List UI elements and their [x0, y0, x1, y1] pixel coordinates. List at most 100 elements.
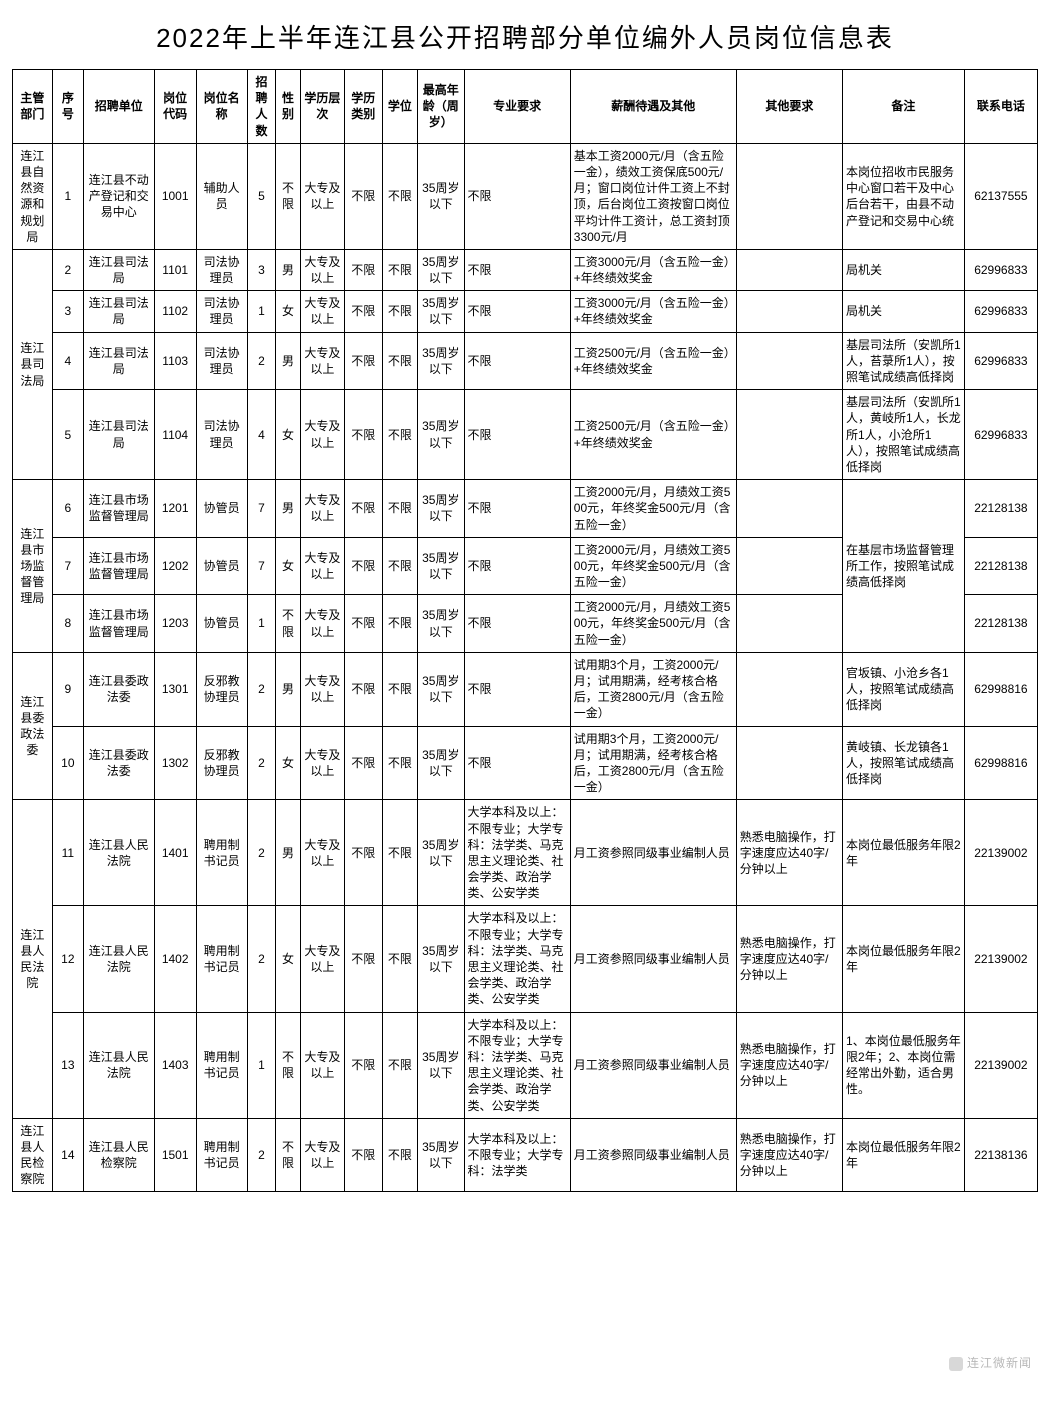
cell-salary: 基本工资2000元/月（含五险一金），绩效工资保底500元/月；窗口岗位计件工资… — [570, 143, 736, 249]
cell-unit: 连江县人民法院 — [83, 800, 154, 906]
cell-post: 司法协理员 — [196, 332, 247, 390]
table-row: 连江县市场监督管理局6连江县市场监督管理局1201协管员7男大专及以上不限不限3… — [13, 480, 1038, 538]
cell-edu: 大专及以上 — [300, 480, 344, 538]
cell-code: 1401 — [154, 800, 196, 906]
cell-remark: 本岗位最低服务年限2年 — [843, 1118, 965, 1192]
cell-gender: 男 — [276, 652, 300, 726]
cell-other: 熟悉电脑操作，打字速度应达40字/分钟以上 — [736, 1118, 842, 1192]
posts-table: 主管部门序号招聘单位岗位代码岗位名称招聘人数性别学历层次学历类别学位最高年龄（周… — [12, 69, 1038, 1192]
col-header: 序号 — [52, 70, 83, 144]
cell-count: 4 — [247, 390, 276, 480]
cell-unit: 连江县市场监督管理局 — [83, 595, 154, 653]
cell-post: 司法协理员 — [196, 249, 247, 290]
cell-major: 不限 — [464, 480, 570, 538]
cell-unit: 连江县委政法委 — [83, 652, 154, 726]
cell-remark: 局机关 — [843, 291, 965, 332]
cell-post: 聘用制书记员 — [196, 906, 247, 1012]
cell-degree: 不限 — [382, 143, 417, 249]
cell-degree: 不限 — [382, 800, 417, 906]
cell-age: 35周岁以下 — [418, 906, 464, 1012]
cell-code: 1104 — [154, 390, 196, 480]
cell-dept: 连江县人民检察院 — [13, 1118, 53, 1192]
page-title: 2022年上半年连江县公开招聘部分单位编外人员岗位信息表 — [12, 18, 1038, 55]
cell-other — [736, 143, 842, 249]
cell-seq: 13 — [52, 1012, 83, 1118]
cell-degree: 不限 — [382, 390, 417, 480]
table-row: 连江县自然资源和规划局1连江县不动产登记和交易中心1001辅助人员5不限大专及以… — [13, 143, 1038, 249]
cell-unit: 连江县不动产登记和交易中心 — [83, 143, 154, 249]
cell-major: 不限 — [464, 652, 570, 726]
cell-seq: 5 — [52, 390, 83, 480]
cell-age: 35周岁以下 — [418, 480, 464, 538]
cell-phone: 22139002 — [964, 906, 1037, 1012]
cell-edu: 大专及以上 — [300, 652, 344, 726]
cell-salary: 工资2500元/月（含五险一金）+年终绩效奖金 — [570, 390, 736, 480]
cell-age: 35周岁以下 — [418, 1118, 464, 1192]
cell-seq: 6 — [52, 480, 83, 538]
cell-edu_type: 不限 — [345, 537, 383, 595]
cell-post: 聘用制书记员 — [196, 800, 247, 906]
cell-edu_type: 不限 — [345, 249, 383, 290]
cell-remark: 基层司法所（安凯所1人，苔菉所1人），按照笔试成绩高低择岗 — [843, 332, 965, 390]
cell-edu_type: 不限 — [345, 726, 383, 800]
cell-salary: 月工资参照同级事业编制人员 — [570, 800, 736, 906]
cell-other: 熟悉电脑操作，打字速度应达40字/分钟以上 — [736, 906, 842, 1012]
cell-edu: 大专及以上 — [300, 291, 344, 332]
cell-edu_type: 不限 — [345, 143, 383, 249]
cell-edu: 大专及以上 — [300, 390, 344, 480]
wechat-icon — [949, 1357, 963, 1371]
cell-gender: 男 — [276, 332, 300, 390]
cell-code: 1301 — [154, 652, 196, 726]
cell-post: 反邪教协理员 — [196, 726, 247, 800]
col-header: 薪酬待遇及其他 — [570, 70, 736, 144]
cell-count: 3 — [247, 249, 276, 290]
cell-salary: 工资2500元/月（含五险一金）+年终绩效奖金 — [570, 332, 736, 390]
cell-edu: 大专及以上 — [300, 143, 344, 249]
cell-major: 大学本科及以上：不限专业；大学专科：法学类、马克思主义理论类、社会学类、政治学类… — [464, 800, 570, 906]
table-row: 13连江县人民法院1403聘用制书记员1不限大专及以上不限不限35周岁以下大学本… — [13, 1012, 1038, 1118]
cell-edu_type: 不限 — [345, 390, 383, 480]
cell-edu: 大专及以上 — [300, 906, 344, 1012]
cell-age: 35周岁以下 — [418, 291, 464, 332]
cell-edu: 大专及以上 — [300, 726, 344, 800]
cell-other — [736, 537, 842, 595]
cell-seq: 2 — [52, 249, 83, 290]
col-header: 其他要求 — [736, 70, 842, 144]
cell-remark: 1、本岗位最低服务年限2年；2、本岗位需经常出外勤，适合男性。 — [843, 1012, 965, 1118]
cell-seq: 10 — [52, 726, 83, 800]
cell-post: 辅助人员 — [196, 143, 247, 249]
col-header: 专业要求 — [464, 70, 570, 144]
cell-edu: 大专及以上 — [300, 1012, 344, 1118]
cell-count: 1 — [247, 595, 276, 653]
cell-phone: 22128138 — [964, 595, 1037, 653]
cell-count: 2 — [247, 332, 276, 390]
cell-phone: 22139002 — [964, 800, 1037, 906]
cell-count: 1 — [247, 291, 276, 332]
col-header: 岗位名称 — [196, 70, 247, 144]
cell-unit: 连江县人民法院 — [83, 906, 154, 1012]
cell-unit: 连江县司法局 — [83, 249, 154, 290]
cell-degree: 不限 — [382, 906, 417, 1012]
table-row: 连江县人民检察院14连江县人民检察院1501聘用制书记员2不限大专及以上不限不限… — [13, 1118, 1038, 1192]
col-header: 学历类别 — [345, 70, 383, 144]
table-row: 5连江县司法局1104司法协理员4女大专及以上不限不限35周岁以下不限工资250… — [13, 390, 1038, 480]
cell-other: 熟悉电脑操作，打字速度应达40字/分钟以上 — [736, 1012, 842, 1118]
cell-major: 不限 — [464, 143, 570, 249]
cell-gender: 男 — [276, 249, 300, 290]
table-row: 10连江县委政法委1302反邪教协理员2女大专及以上不限不限35周岁以下不限试用… — [13, 726, 1038, 800]
table-row: 连江县委政法委9连江县委政法委1301反邪教协理员2男大专及以上不限不限35周岁… — [13, 652, 1038, 726]
cell-salary: 工资2000元/月，月绩效工资500元，年终奖金500元/月（含五险一金） — [570, 537, 736, 595]
cell-major: 大学本科及以上：不限专业；大学专科：法学类、马克思主义理论类、社会学类、政治学类… — [464, 906, 570, 1012]
cell-phone: 22128138 — [964, 480, 1037, 538]
cell-unit: 连江县市场监督管理局 — [83, 537, 154, 595]
cell-code: 1203 — [154, 595, 196, 653]
cell-remark: 本岗位招收市民服务中心窗口若干及中心后台若干，由县不动产登记和交易中心统 — [843, 143, 965, 249]
cell-count: 2 — [247, 652, 276, 726]
col-header: 备注 — [843, 70, 965, 144]
cell-other — [736, 249, 842, 290]
cell-post: 协管员 — [196, 480, 247, 538]
cell-gender: 不限 — [276, 595, 300, 653]
cell-salary: 月工资参照同级事业编制人员 — [570, 906, 736, 1012]
cell-seq: 4 — [52, 332, 83, 390]
cell-other — [736, 726, 842, 800]
